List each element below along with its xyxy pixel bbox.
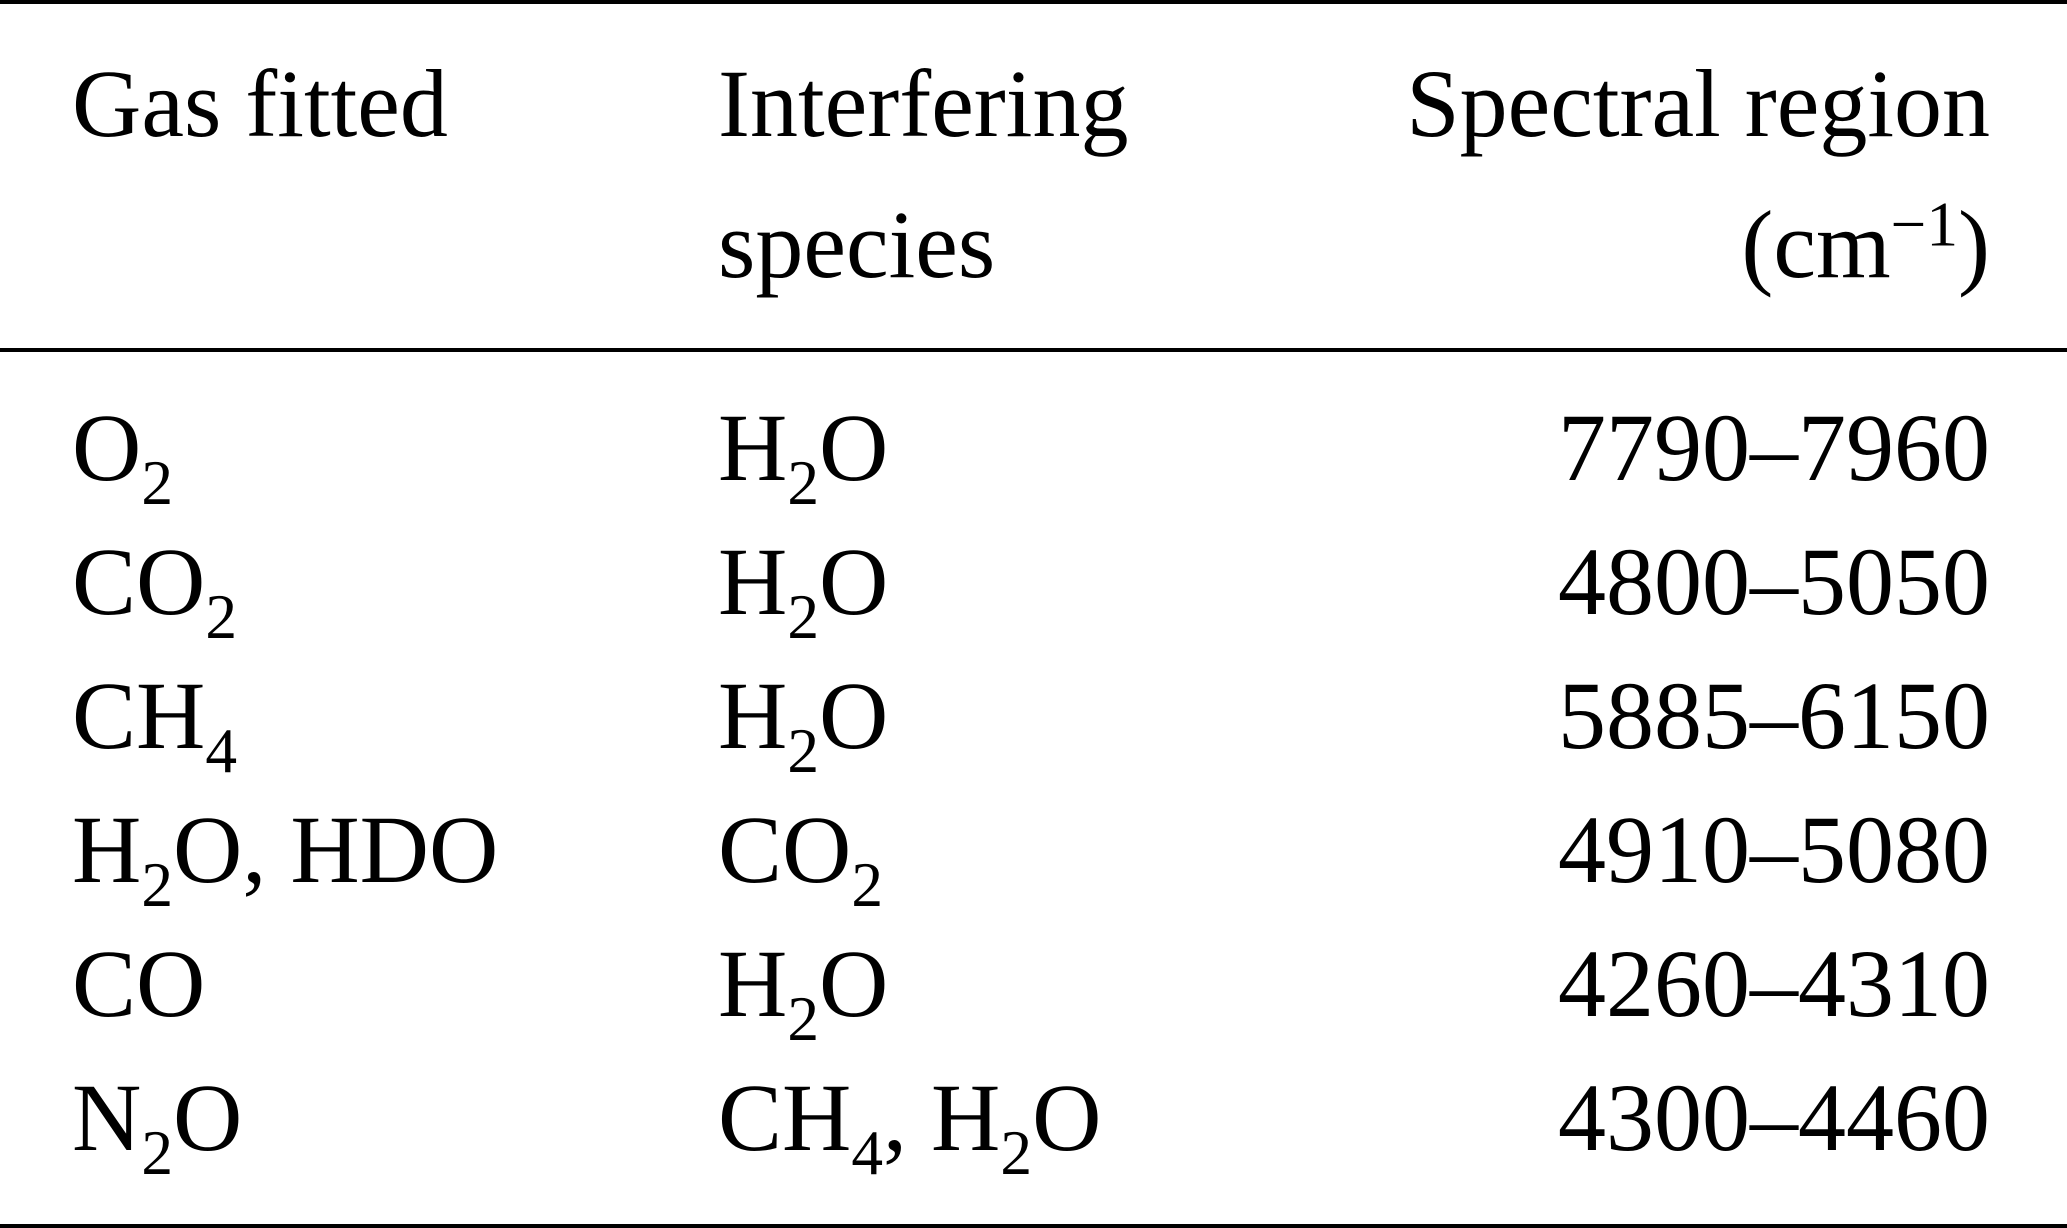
row-2-region: 5885–6150 — [1558, 662, 1990, 769]
row-5-interfering: CH4, H2O — [718, 1064, 1102, 1189]
row-5-gas: N2O — [72, 1064, 243, 1189]
row-0-interfering: H2O — [718, 394, 889, 519]
header-spectral-region: Spectral region — [1406, 50, 1990, 157]
header-interfering-species: Interfering — [718, 50, 1129, 157]
row-3-interfering: CO2 — [718, 796, 884, 921]
row-1-gas: CO2 — [72, 528, 238, 653]
row-3-gas: H2O, HDO — [72, 796, 499, 921]
row-0-region: 7790–7960 — [1558, 394, 1990, 501]
table-bottom-rule — [0, 1224, 2067, 1228]
row-4-interfering: H2O — [718, 930, 889, 1055]
table-top-rule — [0, 0, 2067, 4]
header-spectral-unit: (cm−1) — [1741, 189, 1990, 298]
row-4-gas: CO — [72, 930, 206, 1037]
header-gas-fitted: Gas fitted — [72, 50, 448, 157]
table-header-rule — [0, 348, 2067, 352]
row-2-interfering: H2O — [718, 662, 889, 787]
header-interfering-species-line2: species — [718, 191, 996, 298]
row-0-gas: O2 — [72, 394, 174, 519]
row-4-region: 4260–4310 — [1558, 930, 1990, 1037]
row-1-interfering: H2O — [718, 528, 889, 653]
row-1-region: 4800–5050 — [1558, 528, 1990, 635]
row-5-region: 4300–4460 — [1558, 1064, 1990, 1171]
row-3-region: 4910–5080 — [1558, 796, 1990, 903]
row-2-gas: CH4 — [72, 662, 238, 787]
